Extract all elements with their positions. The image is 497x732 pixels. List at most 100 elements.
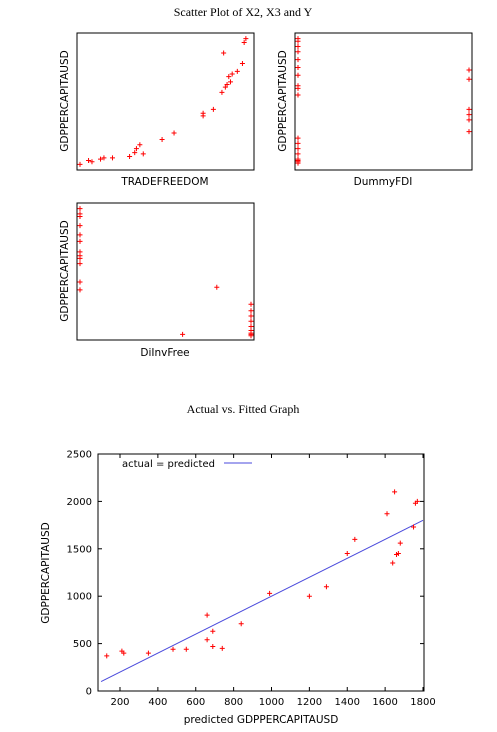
plot-frame [76, 202, 255, 341]
y-tick-label: 0 [86, 687, 92, 698]
data-point [77, 238, 83, 244]
markers-group [104, 489, 420, 659]
data-point [295, 64, 301, 70]
data-point [219, 645, 225, 651]
data-point [295, 38, 301, 44]
data-point [104, 653, 110, 659]
data-point [200, 110, 206, 116]
scatter-panel-dummyfdi: DummyFDI GDPPERCAPITAUSD [277, 32, 473, 188]
data-point [77, 161, 83, 167]
fit-section-title: Actual vs. Fitted Graph [187, 402, 300, 416]
fit-line [100, 519, 424, 682]
data-point [392, 489, 398, 495]
data-point [145, 650, 151, 656]
data-point [77, 255, 83, 261]
y-axis-label: GDPPERCAPITAUSD [59, 50, 71, 151]
data-point [229, 71, 235, 77]
markers-group [77, 36, 249, 167]
x-tick-label: 800 [224, 697, 243, 708]
x-tick-label: 1800 [410, 697, 435, 708]
data-point [248, 308, 254, 314]
data-point [140, 151, 146, 157]
data-point [466, 76, 472, 82]
data-point [323, 584, 329, 590]
data-point [466, 106, 472, 112]
x-tick-label: 600 [186, 697, 205, 708]
data-point [171, 130, 177, 136]
data-point [295, 43, 301, 49]
data-point [77, 213, 83, 219]
data-point [221, 50, 227, 56]
data-point [77, 232, 83, 238]
data-point [295, 151, 301, 157]
data-point [127, 154, 133, 160]
data-point [295, 85, 301, 91]
data-point [210, 628, 216, 634]
data-point [234, 68, 240, 74]
data-point [204, 612, 210, 618]
data-point [204, 637, 210, 643]
data-point [77, 261, 83, 267]
x-tick-label: 400 [148, 697, 167, 708]
data-point [159, 136, 165, 142]
data-point [132, 150, 138, 156]
data-point [226, 74, 232, 80]
data-point [101, 155, 107, 161]
data-point [98, 156, 104, 162]
data-point [210, 643, 216, 649]
data-point [77, 206, 83, 212]
data-point [466, 129, 472, 135]
y-tick-label: 2000 [67, 497, 92, 508]
data-point [224, 81, 230, 87]
data-point [86, 157, 92, 163]
data-point [352, 536, 358, 542]
data-point [466, 67, 472, 73]
data-point [384, 511, 390, 517]
y-tick-label: 1000 [67, 592, 92, 603]
y-tick-label: 500 [73, 639, 92, 650]
data-point [414, 498, 420, 504]
x-tick-label: 1000 [259, 697, 284, 708]
x-axis-label: TRADEFREEDOM [120, 176, 208, 188]
y-ticks-group: 0 500 1000 1500 2000 2500 [67, 450, 424, 698]
markers-group [295, 36, 472, 166]
y-tick-label: 2500 [67, 450, 92, 461]
data-point [241, 40, 247, 46]
x-axis-label: DiInvFree [140, 347, 189, 359]
data-point [77, 223, 83, 229]
markers-group [77, 206, 254, 339]
data-point [397, 540, 403, 546]
x-tick-label: 1400 [335, 697, 360, 708]
data-point [466, 117, 472, 123]
scatter-section-title: Scatter Plot of X2, X3 and Y [174, 5, 313, 19]
data-point [344, 551, 350, 557]
fit-line-group [100, 519, 424, 682]
data-point [214, 284, 220, 290]
data-point [210, 106, 216, 112]
data-point [295, 92, 301, 98]
data-point [121, 650, 127, 656]
data-point [170, 646, 176, 652]
y-axis-label: GDPPERCAPITAUSD [277, 50, 289, 151]
x-axis-label: DummyFDI [354, 176, 413, 188]
y-axis-label: GDPPERCAPITAUSD [40, 522, 52, 623]
actual-vs-fitted-chart: 200 400 600 800 1000 1200 1400 1600 1800 0 500 100… [40, 450, 436, 727]
data-point [295, 57, 301, 63]
plot-frame [76, 32, 255, 171]
data-point [183, 646, 189, 652]
scatter-panel-tradefreedom: TRADEFREEDOM GDPPERCAPITAUSD [59, 32, 255, 188]
data-point [89, 159, 95, 165]
plot-frame [97, 453, 425, 692]
data-point [466, 112, 472, 118]
data-point [180, 331, 186, 337]
plot-frame [294, 32, 473, 171]
data-point [222, 84, 228, 90]
data-point [239, 61, 245, 67]
data-point [248, 301, 254, 307]
x-ticks-group: 200 400 600 800 1000 1200 1400 1600 1800 [110, 454, 436, 708]
x-axis-label: predicted GDPPERCAPITAUSD [184, 714, 339, 726]
legend-label: actual = predicted [122, 459, 215, 470]
data-point [295, 160, 301, 166]
data-point [238, 621, 244, 627]
